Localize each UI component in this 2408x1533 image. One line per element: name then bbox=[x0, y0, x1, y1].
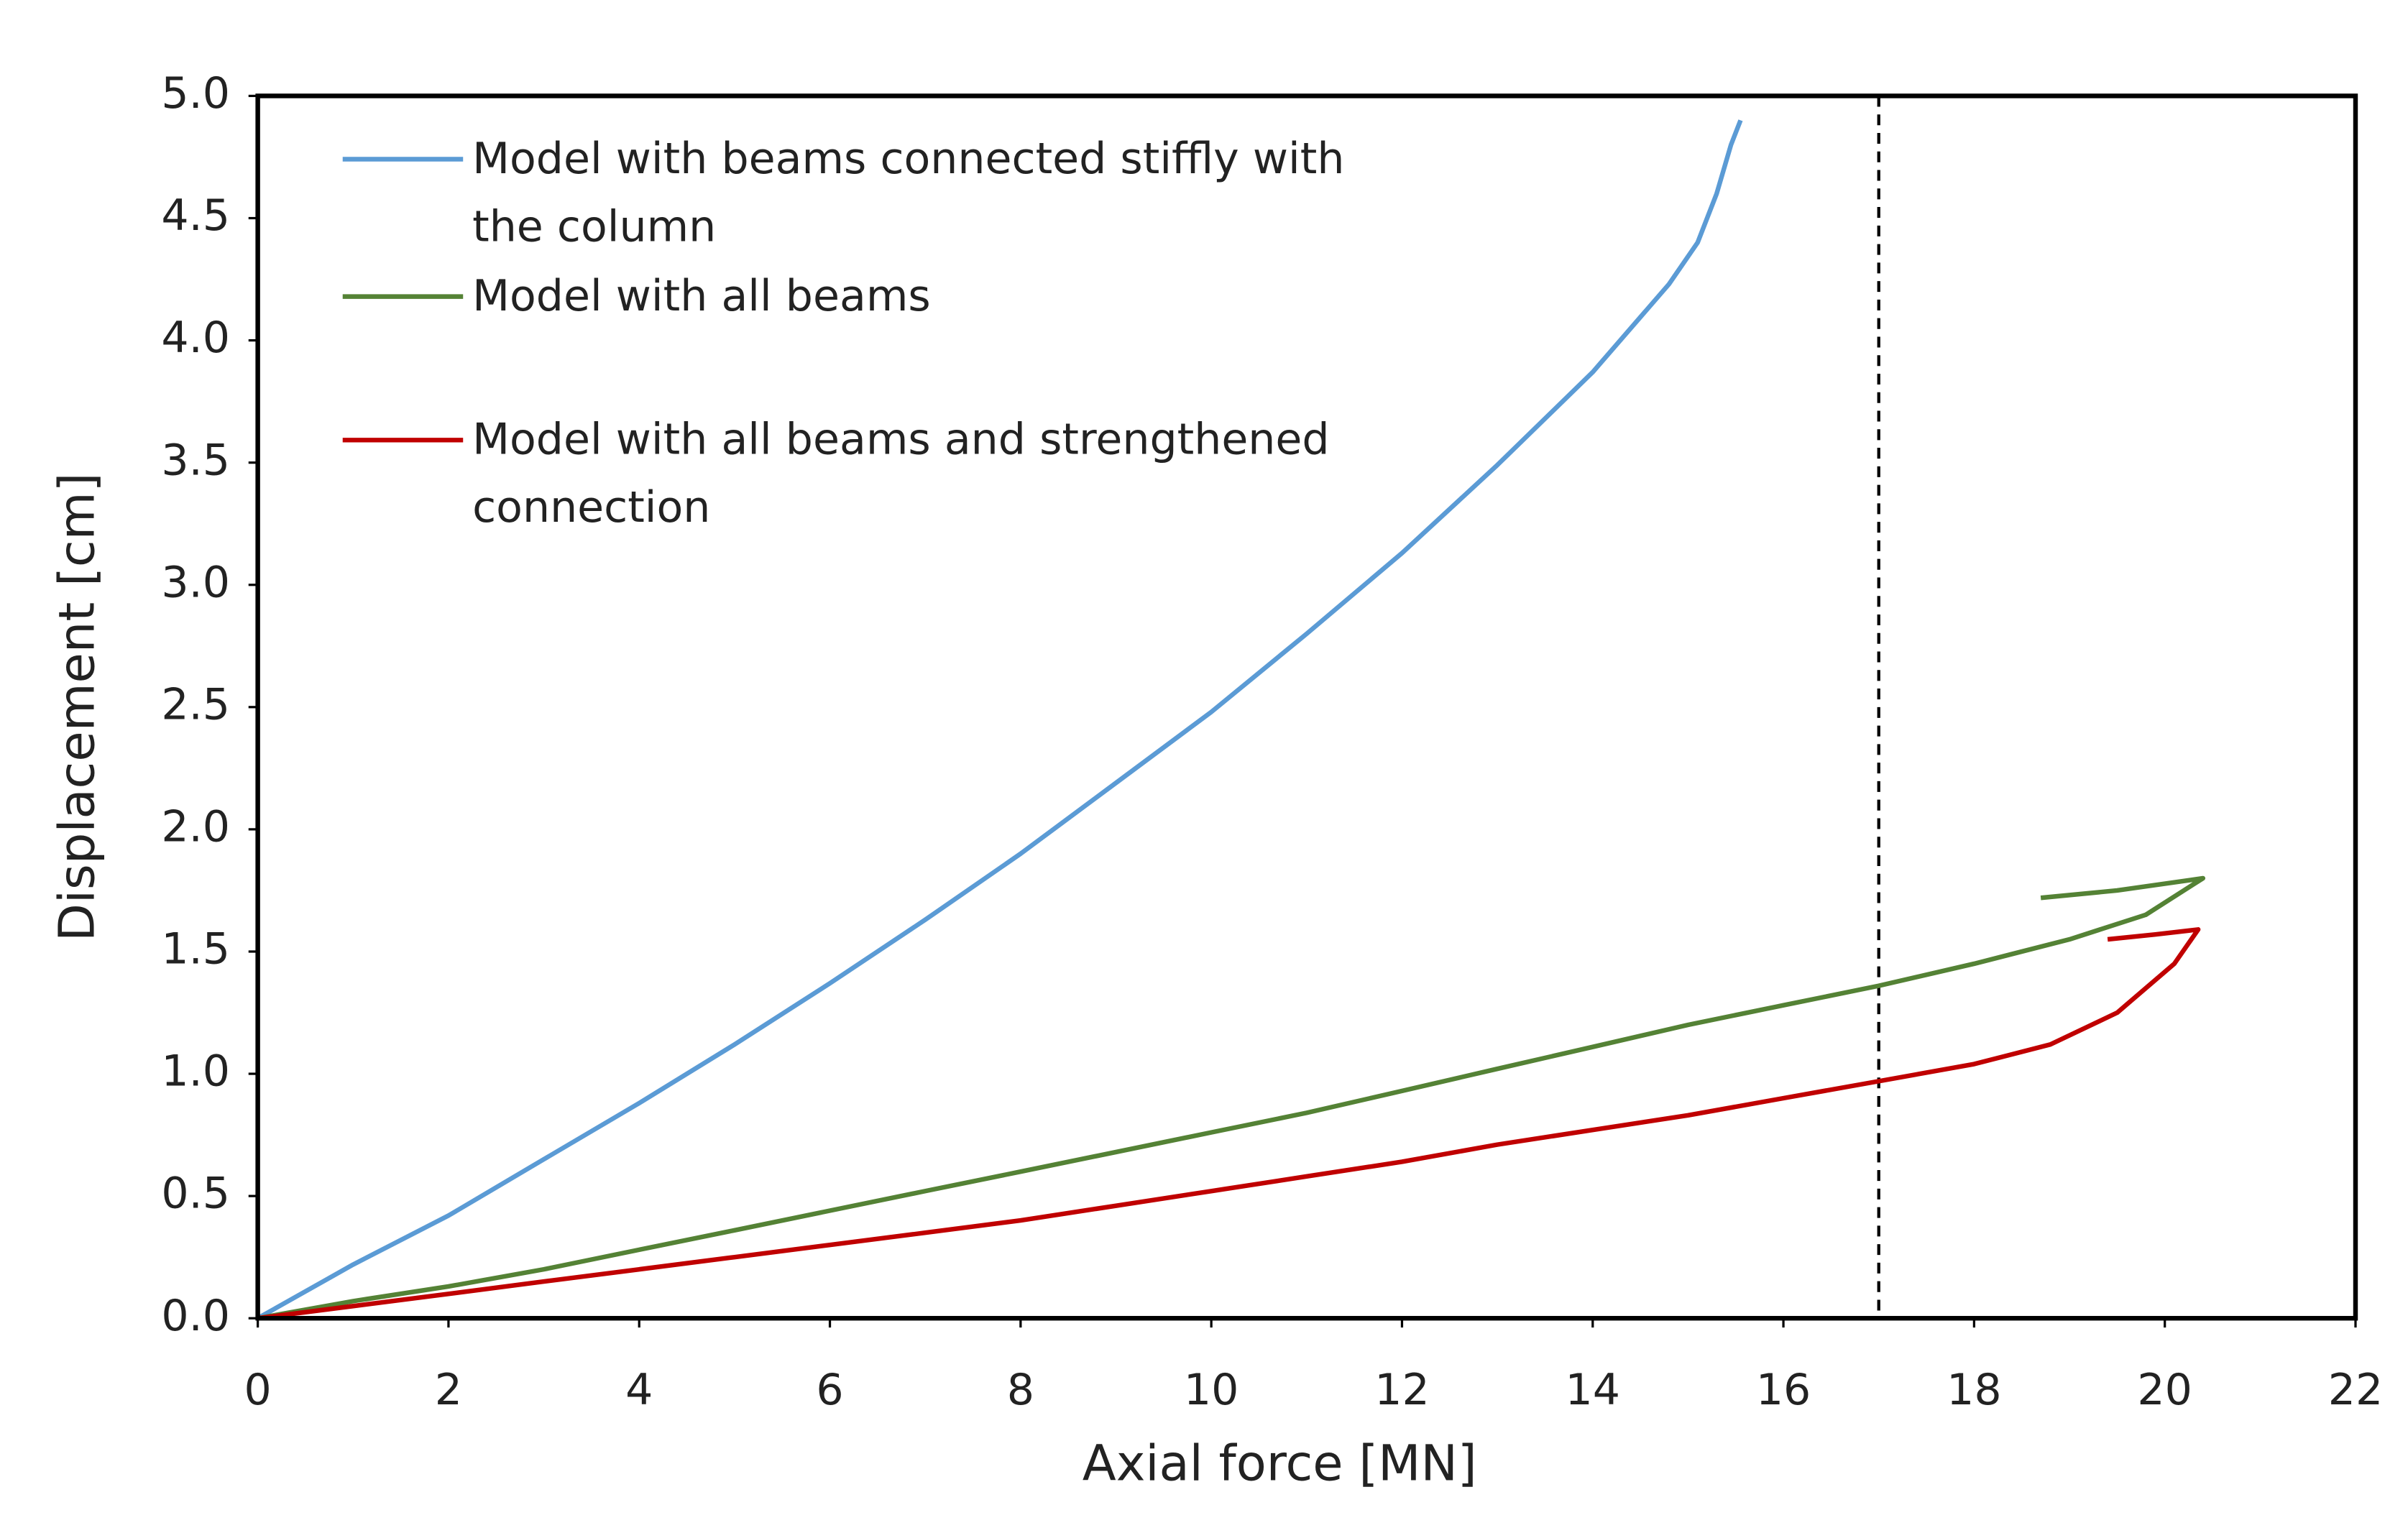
x-tick-label: 12 bbox=[1374, 1365, 1430, 1415]
x-tick-label: 10 bbox=[1184, 1365, 1239, 1415]
y-tick-label: 0.5 bbox=[161, 1169, 230, 1219]
x-tick-label: 2 bbox=[435, 1365, 462, 1415]
x-axis-title: Axial force [MN] bbox=[1083, 1435, 1477, 1492]
legend-label: Model with all beams and strengthened co… bbox=[472, 413, 1330, 533]
y-tick-label: 3.5 bbox=[161, 435, 230, 485]
legend-label: Model with beams connected stiffly with … bbox=[472, 132, 1345, 252]
series-line bbox=[257, 119, 1743, 1321]
x-tick-label: 22 bbox=[2328, 1365, 2384, 1415]
legend-entry: Model with all beams and strengthened co… bbox=[472, 413, 1330, 533]
legend-label: Model with all beams bbox=[472, 270, 931, 321]
series-line bbox=[257, 927, 2201, 1321]
legend-entry: Model with all beams bbox=[472, 270, 931, 321]
x-tick-label: 8 bbox=[1007, 1365, 1034, 1415]
y-tick-label: 0.0 bbox=[161, 1291, 230, 1341]
y-axis-title: Displacement [cm] bbox=[49, 473, 106, 942]
x-tick-label: 20 bbox=[2137, 1365, 2192, 1415]
y-tick-label: 1.5 bbox=[161, 924, 230, 975]
x-tick-label: 18 bbox=[1947, 1365, 2002, 1415]
y-tick-label: 2.0 bbox=[161, 801, 230, 852]
series-line bbox=[257, 875, 2206, 1321]
plot-frame bbox=[255, 93, 2358, 1321]
x-tick-label: 6 bbox=[816, 1365, 843, 1415]
y-tick-label: 5.0 bbox=[161, 68, 230, 119]
y-tick-label: 3.0 bbox=[161, 557, 230, 607]
y-tick-label: 1.0 bbox=[161, 1046, 230, 1097]
x-tick-label: 14 bbox=[1566, 1365, 1621, 1415]
x-tick-label: 4 bbox=[625, 1365, 653, 1415]
y-tick-label: 4.0 bbox=[161, 313, 230, 363]
x-tick-label: 0 bbox=[244, 1365, 271, 1415]
x-tick-label: 16 bbox=[1756, 1365, 1811, 1415]
y-tick-label: 4.5 bbox=[161, 190, 230, 241]
legend-entry: Model with beams connected stiffly with … bbox=[472, 132, 1345, 252]
y-tick-label: 2.5 bbox=[161, 679, 230, 729]
